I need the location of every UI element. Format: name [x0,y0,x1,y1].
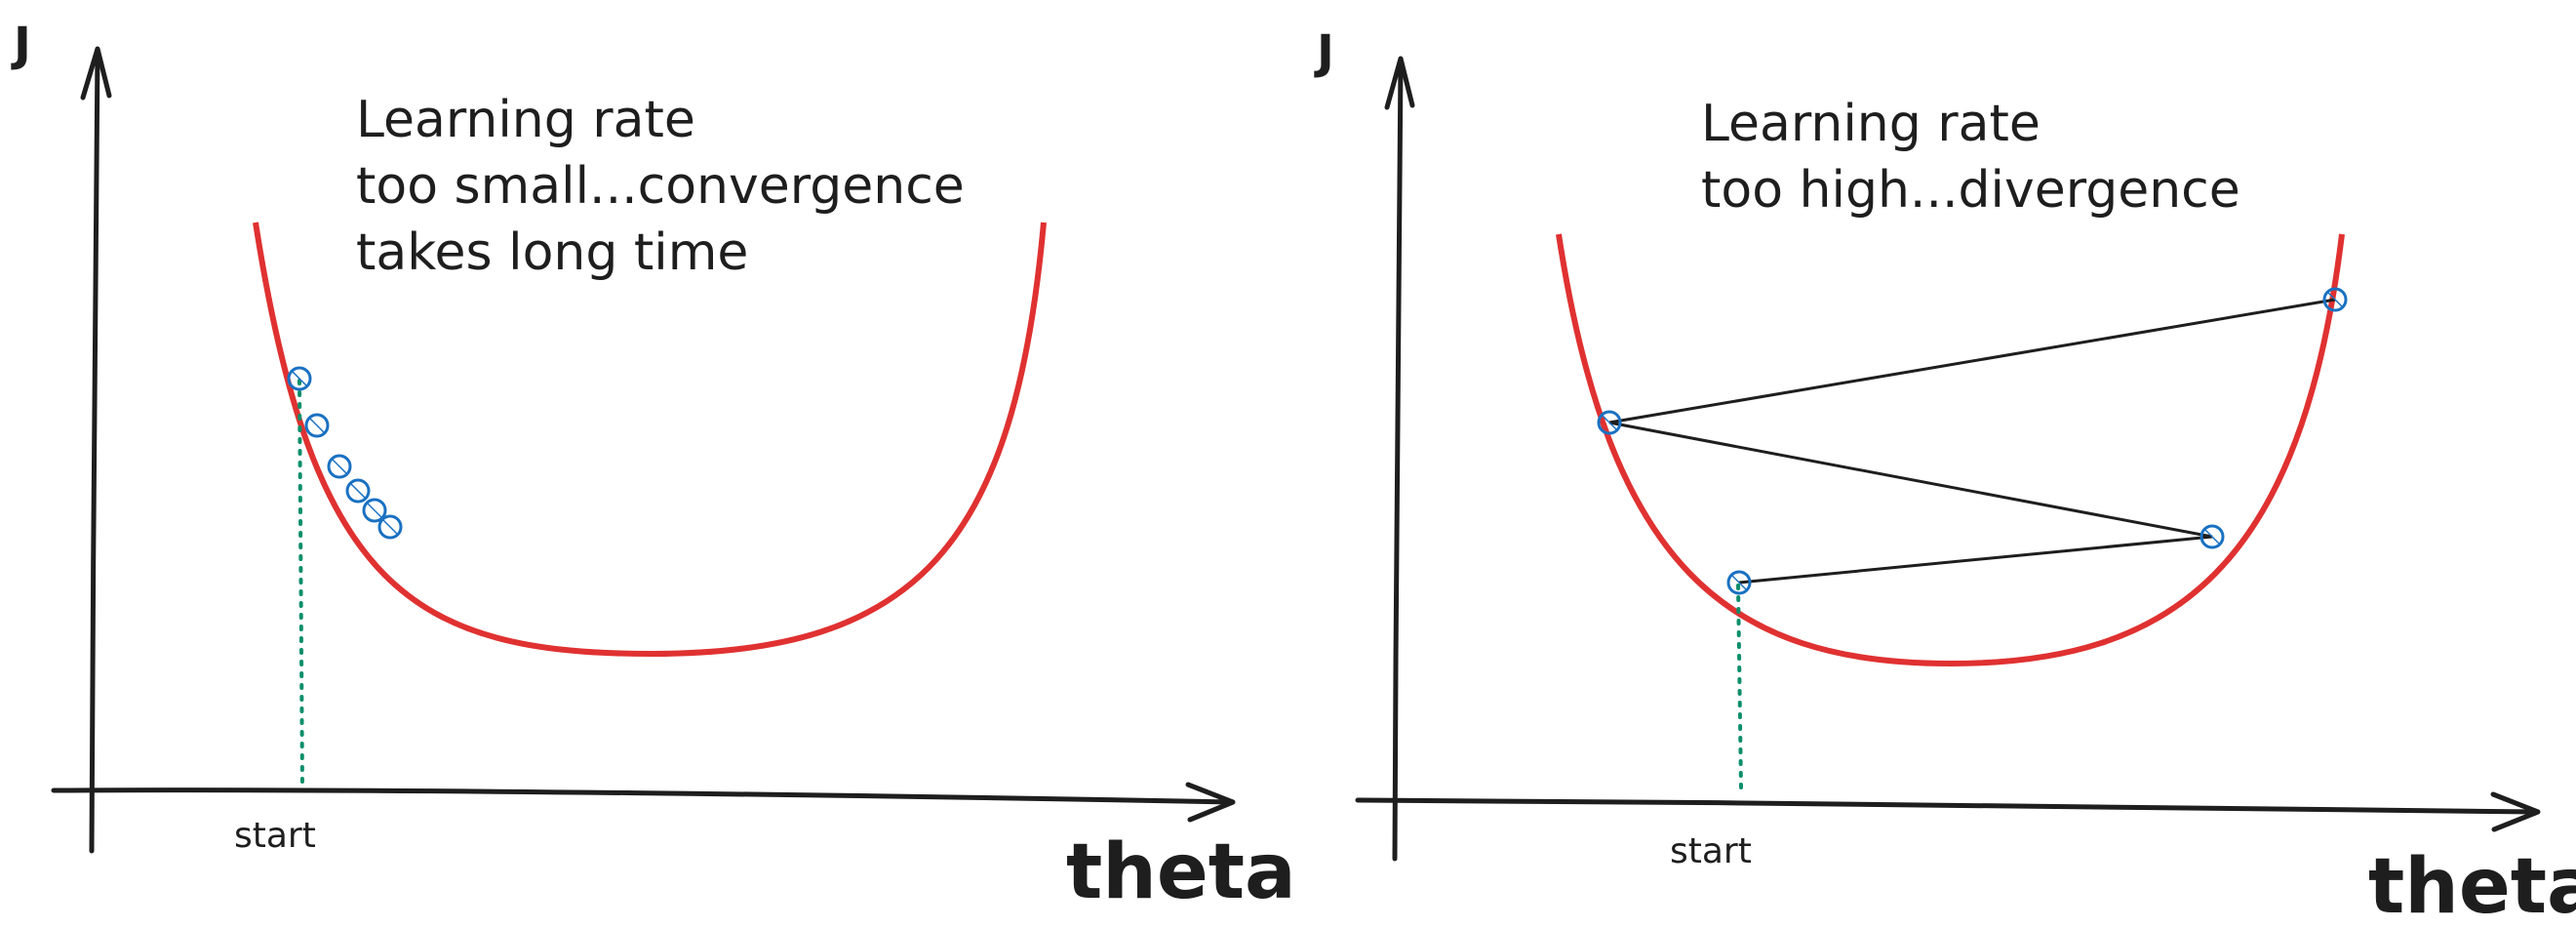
step-marker [2200,524,2225,549]
left-x-axis [51,787,1234,805]
right-y-axis-arrowhead [1384,56,1415,110]
left-step-markers [287,366,403,540]
left-annotation: Learning rate too small...convergence ta… [356,91,965,282]
step-marker [1597,410,1622,435]
right-cost-curve [1556,233,2345,667]
step-marker [327,454,352,479]
annotation-line: too high...divergence [1701,161,2240,220]
right-y-axis [1392,58,1404,862]
right-x-axis-label: theta [2368,843,2576,928]
step-marker [377,514,403,540]
step-marker [304,413,330,438]
annotation-line: Learning rate [1701,95,2041,153]
step-line [1608,421,2213,539]
step-line [1608,298,2336,424]
right-start-label: start [1670,831,1752,871]
annotation-line: takes long time [356,223,748,282]
right-start-guide [1736,584,1743,790]
right-x-axis [1355,797,2539,815]
left-start-guide [297,379,304,787]
left-cost-curve [253,222,1047,658]
step-marker [362,498,387,523]
step-marker [287,366,312,391]
left-y-axis-arrowhead [80,46,112,101]
annotation-line: Learning rate [356,91,695,149]
panel-left: J theta start Learning rate too small...… [11,18,1296,916]
right-y-axis-label: J [1314,25,1334,80]
right-step-markers [1597,287,2348,595]
step-line [1738,535,2213,585]
step-marker [2322,287,2348,312]
right-x-axis-arrowhead [2490,791,2541,832]
left-start-label: start [234,816,316,856]
right-annotation: Learning rate too high...divergence [1701,95,2240,220]
right-step-lines [1608,298,2336,585]
left-y-axis [89,48,100,854]
panel-right: J theta start Learning rate too high...d… [1314,25,2576,928]
left-x-axis-arrowhead [1185,782,1236,823]
annotation-line: too small...convergence [356,157,965,216]
step-marker [345,478,371,504]
left-x-axis-label: theta [1066,828,1296,916]
left-y-axis-label: J [11,18,31,72]
step-marker [1726,570,1752,595]
